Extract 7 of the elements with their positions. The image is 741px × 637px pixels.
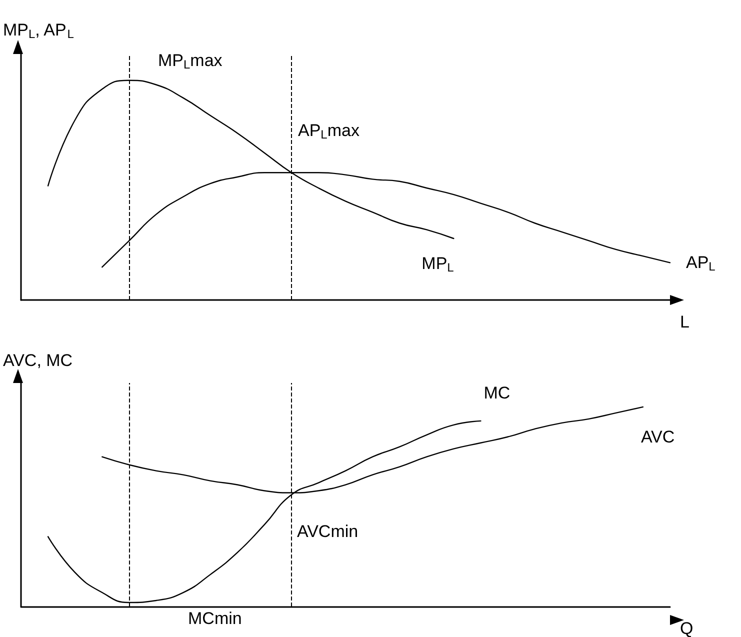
series-label: MC [484, 383, 510, 402]
text: MCmin [188, 609, 242, 628]
series-label: AVC [640, 427, 675, 446]
x-axis-title: Q [680, 619, 694, 637]
x-axis-title: L [680, 312, 690, 332]
annotation: AVCmin [297, 522, 358, 541]
y-axis-title: AVC, MC [3, 351, 73, 370]
